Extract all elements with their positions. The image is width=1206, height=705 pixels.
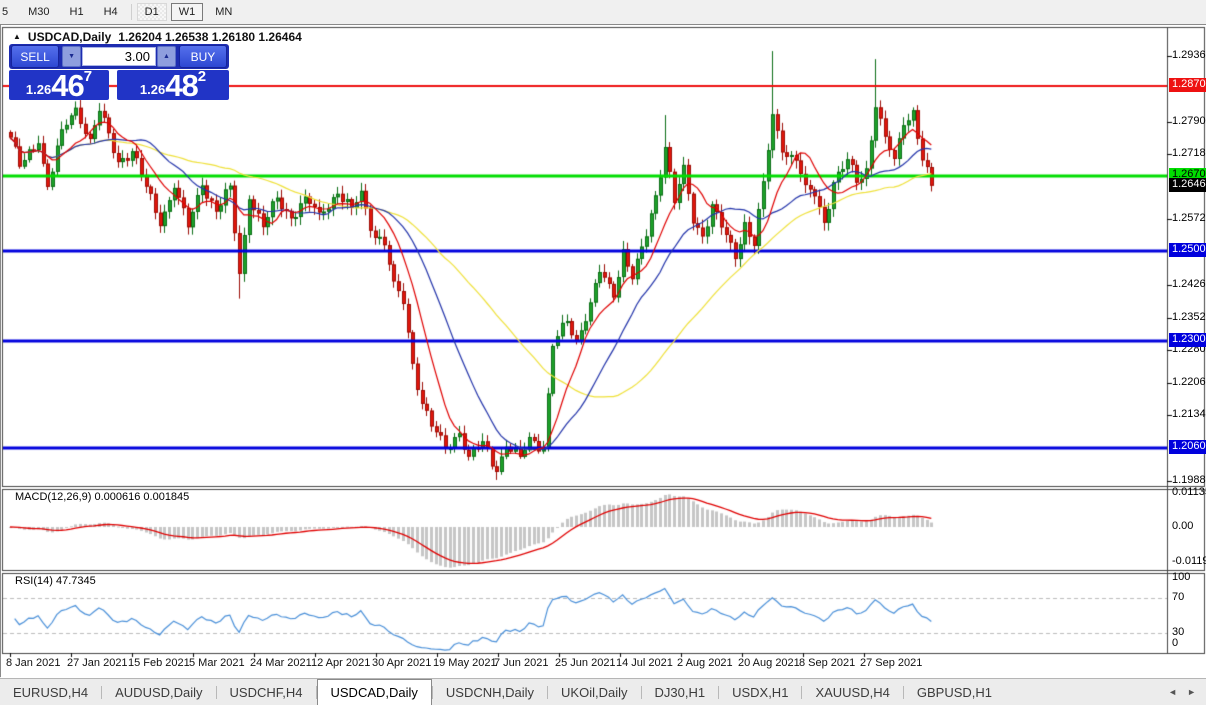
tab-scroll-right-icon[interactable]: ► [1187,687,1196,697]
date-axis-label: 20 Aug 2021 [738,657,800,669]
tab-audusd-daily[interactable]: AUDUSD,Daily [115,684,203,700]
date-axis-label: 19 May 2021 [433,657,497,669]
price-axis-tick: 1.23520 [1172,311,1206,323]
price-axis-tick: 1.25720 [1172,212,1206,224]
sell-button[interactable]: SELL [11,45,60,68]
timeframe-button-w1[interactable]: W1 [170,2,204,21]
macd-axis-tick: 0.01135 [1172,486,1206,498]
price-axis-tick: 1.24260 [1172,278,1206,290]
tab-separator [101,685,103,699]
sell-price-prefix: 1.26 [25,82,52,97]
symbol-tab-bar: EURUSD,H4 AUDUSD,Daily USDCHF,H4 USDCAD,Dai… [0,678,1206,705]
collapse-triangle-icon[interactable]: ▲ [13,31,21,41]
date-axis-label: 30 Apr 2021 [372,657,432,669]
date-axis-label: 8 Sep 2021 [799,657,856,669]
sell-price-sup: 7 [83,68,93,85]
date-axis-label: 15 Feb 2021 [128,657,190,669]
price-level-badge: 1.20609 [1169,440,1206,454]
tab-separator [902,685,904,699]
date-axis-label: 25 Jun 2021 [555,657,616,669]
price-axis-tick: 1.29360 [1172,49,1206,61]
chart-title: ▲ USDCAD,Daily 1.26204 1.26538 1.26180 1… [13,30,302,44]
tab-scroll-controls: ◄ ► [1168,679,1206,705]
timeframe-button-h4[interactable]: H4 [103,5,118,18]
volume-input[interactable] [82,47,156,66]
tab-separator [801,685,803,699]
chart-window: ▲ USDCAD,Daily 1.26204 1.26538 1.26180 1… [0,24,1206,678]
date-axis-label: 27 Sep 2021 [860,657,923,669]
sell-price-big: 46 [51,68,84,103]
tab-usdcnh-daily[interactable]: USDCNH,Daily [445,684,535,700]
volume-decrease-button[interactable]: ▼ [62,46,81,67]
date-axis-label: 5 Mar 2021 [189,657,245,669]
rsi-axis-tick: 70 [1172,591,1185,603]
date-axis-label: 8 Jan 2021 [6,657,61,669]
date-axis-label: 27 Jan 2021 [67,657,128,669]
volume-increase-button[interactable]: ▲ [157,46,176,67]
one-click-trade-panel: SELL ▼ ▲ BUY 1.26 46 7 1.26 48 2 [9,44,229,103]
price-level-badge: 1.26464 [1169,178,1206,192]
tab-xauusd-h4[interactable]: XAUUSD,H4 [815,684,890,700]
timeframe-button-m30[interactable]: M30 [28,5,50,18]
price-axis-tick: 1.19880 [1172,474,1206,486]
rsi-axis-tick: 100 [1172,571,1191,583]
tab-ukoil-daily[interactable]: UKOil,Daily [561,684,628,700]
timeframe-button-5[interactable]: 5 [2,5,9,18]
chart-symbol-period: USDCAD,Daily [27,30,112,44]
timeframe-button-h1[interactable]: H1 [69,5,84,18]
trade-panel-top-row: SELL ▼ ▲ BUY [9,44,229,69]
tab-separator [215,685,217,699]
tab-dj30-h1[interactable]: DJ30,H1 [654,684,706,700]
tab-separator [718,685,720,699]
tab-separator [547,685,549,699]
date-axis-label: 7 Jun 2021 [494,657,549,669]
tab-gbpusd-h1[interactable]: GBPUSD,H1 [916,684,992,700]
macd-axis-tick: -0.01190 [1172,555,1206,567]
macd-indicator-label: MACD(12,26,9) 0.000616 0.001845 [15,491,190,503]
buy-button[interactable]: BUY [178,45,227,68]
chart-ohlc-values: 1.26204 1.26538 1.26180 1.26464 [118,30,302,44]
timeframe-button-mn[interactable]: MN [215,5,233,18]
buy-price-big: 48 [165,68,198,103]
price-level-badge: 1.23003 [1169,333,1206,347]
price-axis-tick: 1.27900 [1172,115,1206,127]
tab-separator [315,685,317,699]
date-axis-label: 14 Jul 2021 [616,657,673,669]
price-axis-tick: 1.27180 [1172,147,1206,159]
price-axis-tick: 1.21340 [1172,408,1206,420]
tab-usdx-h1[interactable]: USDX,H1 [732,684,789,700]
date-axis-label: 12 Apr 2021 [311,657,371,669]
tab-separator [431,685,433,699]
price-level-badge: 1.28700 [1169,78,1206,92]
buy-price-prefix: 1.26 [139,82,166,97]
rsi-axis-tick: 0 [1172,637,1179,649]
price-axis-tick: 1.22060 [1172,376,1206,388]
tab-usdchf-h4[interactable]: USDCHF,H4 [229,684,303,700]
timeframe-toolbar: 5 M30 H1 H4 D1 W1 MN [0,0,1206,23]
buy-price-display[interactable]: 1.26 48 2 [117,68,229,103]
chart-canvas[interactable] [1,25,1206,678]
tab-usdcad-daily[interactable]: USDCAD,Daily [316,679,432,705]
timeframe-button-d1[interactable]: D1 [136,2,167,21]
tab-scroll-left-icon[interactable]: ◄ [1168,687,1178,697]
buy-price-sup: 2 [197,68,207,85]
date-axis-label: 24 Mar 2021 [250,657,312,669]
toolbar-separator [130,3,132,20]
price-level-badge: 1.25003 [1169,243,1206,257]
sell-price-display[interactable]: 1.26 46 7 [9,68,109,103]
date-axis-label: 2 Aug 2021 [677,657,733,669]
rsi-axis-tick: 30 [1172,626,1185,638]
macd-axis-tick: 0.00 [1172,520,1194,532]
rsi-indicator-label: RSI(14) 47.7345 [15,575,96,587]
tab-separator [640,685,642,699]
tab-eurusd-h4[interactable]: EURUSD,H4 [13,684,89,700]
